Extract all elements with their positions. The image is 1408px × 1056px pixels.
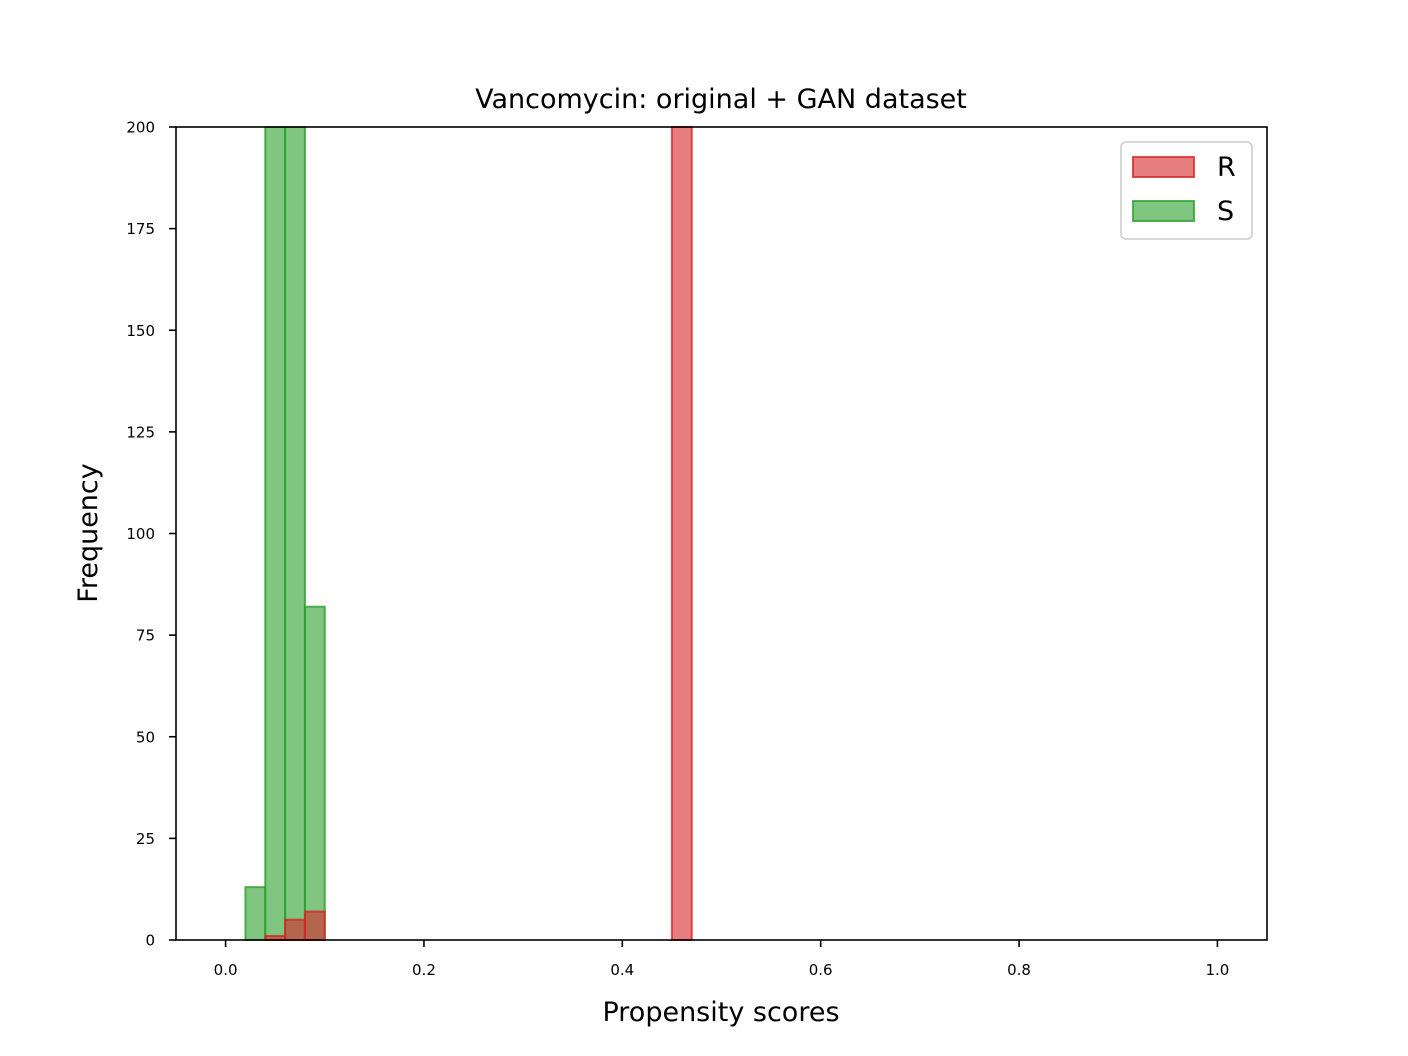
chart-title: Vancomycin: original + GAN dataset (475, 84, 967, 115)
x-axis-label: Propensity scores (602, 997, 839, 1028)
plot-area (244, 126, 693, 942)
legend-label-S: S (1217, 196, 1234, 227)
bar-S-0 (244, 886, 267, 942)
bar-S-3 (303, 605, 326, 941)
x-tick-label: 0.0 (214, 961, 238, 979)
x-tick-label: 0.6 (809, 961, 833, 979)
x-tick-label: 0.8 (1007, 961, 1031, 979)
series-S (244, 126, 326, 942)
y-axis-label: Frequency (73, 463, 104, 603)
legend-label-R: R (1217, 152, 1236, 183)
x-tick-label: 0.2 (412, 961, 436, 979)
y-tick-label: 125 (126, 423, 155, 441)
x-tick-label: 0.4 (610, 961, 634, 979)
y-tick-label: 50 (136, 728, 155, 746)
bar-R-3 (670, 126, 693, 941)
y-tick-label: 25 (136, 830, 155, 848)
y-tick-label: 150 (126, 322, 155, 340)
bar-R-1 (284, 918, 306, 941)
bar-S-2 (284, 126, 306, 941)
legend: RS (1120, 141, 1253, 240)
legend-swatch-S (1132, 200, 1195, 222)
series-R (264, 126, 693, 941)
y-axis: 0 25 50 75 100 125 150 175 200 (126, 119, 176, 950)
axes-frame (175, 126, 1268, 941)
legend-swatch-R (1132, 156, 1195, 178)
bar-S-1 (264, 126, 287, 941)
y-tick-label: 75 (136, 627, 155, 645)
x-tick-label: 1.0 (1205, 961, 1229, 979)
y-tick-label: 100 (126, 525, 155, 543)
y-tick-label: 200 (126, 119, 155, 137)
x-axis: 0.0 0.2 0.4 0.6 0.8 1.0 (214, 940, 1229, 979)
bar-R-2 (303, 910, 326, 941)
y-tick-label: 0 (145, 932, 155, 950)
y-tick-label: 175 (126, 220, 155, 238)
